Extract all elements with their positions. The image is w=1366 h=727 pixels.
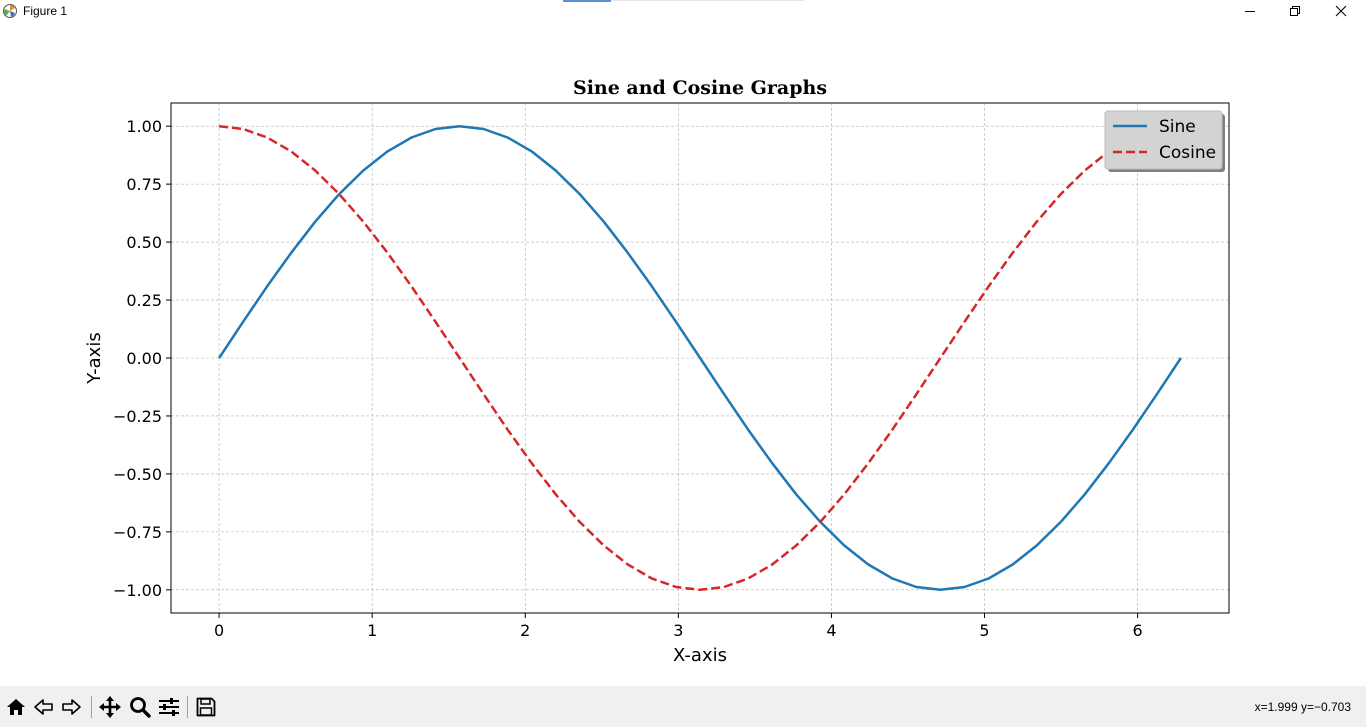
window-accent-strip xyxy=(563,0,611,2)
x-tick-label: 6 xyxy=(1133,621,1143,640)
window-accent-strip-track xyxy=(611,0,804,1)
y-tick-label: 0.75 xyxy=(126,175,162,194)
y-tick-label: −0.75 xyxy=(113,523,162,542)
home-icon xyxy=(7,699,25,715)
forward-icon xyxy=(62,699,81,715)
chart: Sine and Cosine Graphs 0 1 2 3 4 5 6 1.00 0.75 0… xyxy=(84,77,1230,666)
minimize-button[interactable] xyxy=(1227,0,1273,22)
close-button[interactable] xyxy=(1318,0,1364,22)
pan-icon xyxy=(99,696,121,718)
plot-lines xyxy=(218,124,1182,592)
y-tick-label: 0.25 xyxy=(126,291,162,310)
x-tick-label: 3 xyxy=(673,621,683,640)
save-button[interactable] xyxy=(193,694,219,720)
close-icon xyxy=(1335,5,1347,17)
y-axis-label: Y-axis xyxy=(84,332,105,384)
y-tick-label: −0.25 xyxy=(113,407,162,426)
toolbar-separator xyxy=(187,696,188,718)
legend: Sine Cosine xyxy=(1104,110,1225,172)
series-line-sine xyxy=(218,124,1182,592)
y-tick-label: 1.00 xyxy=(126,117,162,136)
pan-button[interactable] xyxy=(97,694,123,720)
matplotlib-app-icon xyxy=(3,4,17,18)
home-button[interactable] xyxy=(3,694,29,720)
zoom-icon xyxy=(130,697,151,718)
y-axis-ticks: 1.00 0.75 0.50 0.25 0.00 −0.25 −0.50 −0.75 −1.00 xyxy=(113,117,171,600)
forward-button[interactable] xyxy=(58,694,84,720)
x-axis-ticks: 0 1 2 3 4 5 6 xyxy=(214,613,1143,640)
grid xyxy=(171,103,1229,613)
x-tick-label: 0 xyxy=(214,621,224,640)
x-tick-label: 1 xyxy=(367,621,377,640)
save-icon xyxy=(196,697,216,717)
legend-label-cosine: Cosine xyxy=(1159,143,1216,163)
chart-title: Sine and Cosine Graphs xyxy=(573,77,827,99)
back-button[interactable] xyxy=(31,694,57,720)
title-bar: Figure 1 xyxy=(0,0,1366,24)
restore-icon xyxy=(1290,6,1300,16)
series-line-cosine xyxy=(218,124,1182,592)
x-tick-label: 4 xyxy=(826,621,836,640)
x-tick-label: 2 xyxy=(520,621,530,640)
figure-canvas[interactable]: Sine and Cosine Graphs 0 1 2 3 4 5 6 1.00 0.75 0… xyxy=(0,24,1366,686)
legend-label-sine: Sine xyxy=(1159,117,1196,137)
restore-button[interactable] xyxy=(1272,0,1318,22)
back-icon xyxy=(34,699,53,715)
configure-subplots-icon xyxy=(159,698,179,716)
y-tick-label: 0.50 xyxy=(126,233,162,252)
toolbar-separator xyxy=(91,696,92,718)
minimize-icon xyxy=(1245,11,1255,12)
y-tick-label: −1.00 xyxy=(113,581,162,600)
y-tick-label: −0.50 xyxy=(113,465,162,484)
x-axis-label: X-axis xyxy=(673,645,727,666)
x-tick-label: 5 xyxy=(979,621,989,640)
zoom-button[interactable] xyxy=(127,694,153,720)
navigation-toolbar: x=1.999 y=−0.703 xyxy=(0,686,1366,727)
cursor-coordinates-readout: x=1.999 y=−0.703 xyxy=(1254,700,1351,714)
y-tick-label: 0.00 xyxy=(126,349,162,368)
configure-subplots-button[interactable] xyxy=(156,694,182,720)
window-title: Figure 1 xyxy=(23,4,68,18)
